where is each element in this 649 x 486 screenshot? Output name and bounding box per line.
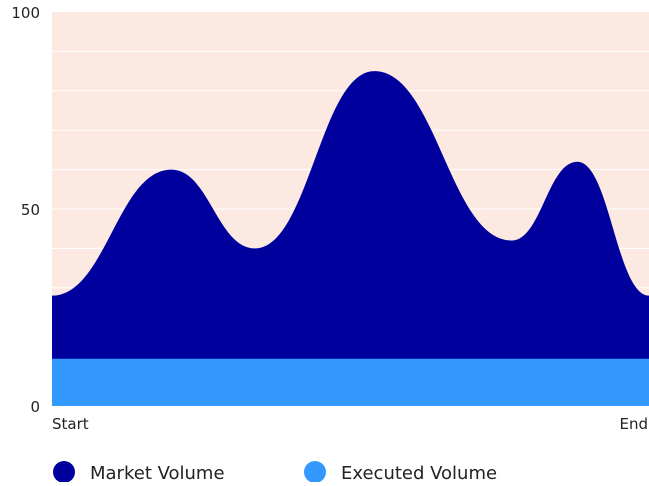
legend-marker-executed-volume	[304, 461, 326, 483]
legend-item-market-volume: Market Volume	[53, 461, 225, 484]
area-series-market-volume	[52, 71, 649, 406]
axis-labels: Start End 0 50 100	[11, 4, 648, 433]
x-tick-label-end: End	[619, 415, 648, 433]
area-series-executed-volume	[52, 358, 649, 406]
y-tick-label: 50	[21, 201, 40, 219]
legend-label-executed-volume: Executed Volume	[341, 463, 497, 482]
series-areas	[52, 71, 649, 406]
legend: Market Volume Executed Volume	[53, 461, 497, 484]
legend-marker-market-volume	[53, 461, 75, 483]
y-tick-label: 100	[11, 4, 40, 22]
legend-item-executed-volume: Executed Volume	[304, 461, 497, 484]
legend-label-market-volume: Market Volume	[90, 463, 225, 482]
y-tick-label: 0	[30, 398, 40, 416]
x-tick-label-start: Start	[52, 415, 89, 433]
